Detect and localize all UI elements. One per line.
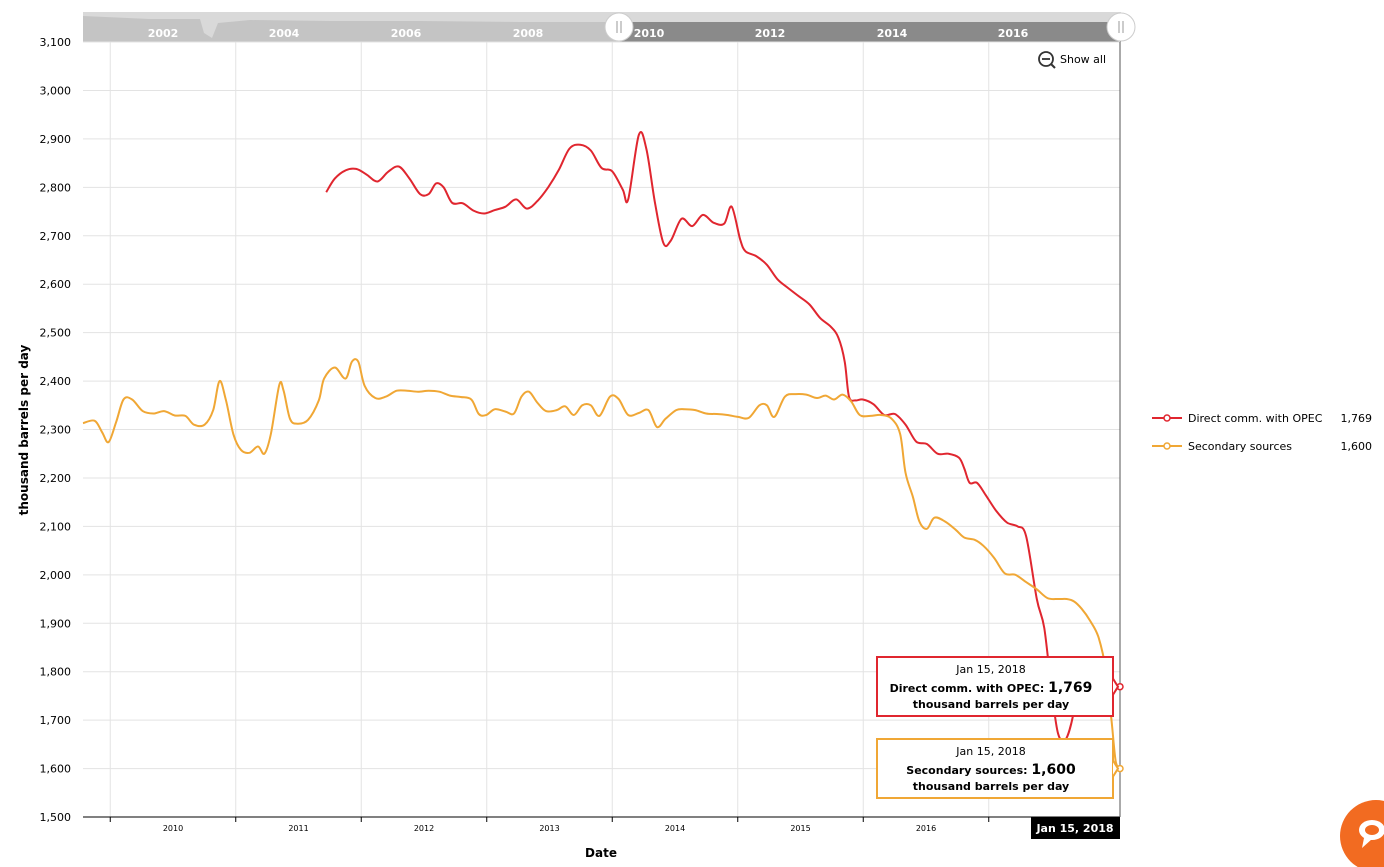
x-tick-label: 2011 [288,824,308,833]
y-tick-label: 2,400 [40,375,72,388]
navigator-left-handle[interactable] [604,12,634,42]
y-tick-label: 1,900 [40,617,72,630]
navigator-selected-range[interactable] [620,22,1121,42]
chat-widget-button[interactable] [1340,800,1384,867]
x-tick-label: 2015 [790,824,810,833]
navigator-year-label: 2010 [634,27,665,40]
navigator-year-label: 2004 [269,27,300,40]
x-axis-title: Date [585,846,617,860]
cursor-date-label: Jan 15, 2018 [1031,817,1120,839]
tooltips: Jan 15, 2018 Direct comm. with OPEC: 1,76… [876,656,1120,799]
legend-entry-name[interactable]: Secondary sources [1188,440,1292,453]
tooltip-date: Jan 15, 2018 [955,745,1025,758]
range-navigator[interactable]: 2002 2004 2006 2008 2010 2012 2014 2016 [83,12,1136,42]
y-axis-ticks: 1,500 1,600 1,700 1,800 1,900 2,000 2,100 2,200… [40,36,72,824]
y-tick-label: 2,800 [40,181,72,194]
x-tick-label: 2013 [539,824,559,833]
y-tick-label: 1,500 [40,811,72,824]
y-tick-label: 2,100 [40,520,72,533]
legend-swatch-marker [1163,442,1171,450]
tooltip-series-value: Secondary sources: 1,600 [906,762,1076,778]
x-tick-label: 2016 [916,824,936,833]
tooltip-0: Jan 15, 2018 Direct comm. with OPEC: 1,76… [876,656,1120,717]
x-tick-label: 2010 [163,824,183,833]
y-tick-label: 2,500 [40,327,72,340]
tooltip-1: Jan 15, 2018 Secondary sources: 1,600 thou… [876,738,1120,799]
series-line-0 [325,130,1078,743]
y-tick-label: 1,800 [40,666,72,679]
legend-entry-value: 1,769 [1341,412,1373,425]
legend: Direct comm. with OPEC 1,769 Secondary sou… [1152,412,1372,453]
chat-bubbles-icon [1359,820,1384,848]
y-tick-label: 2,700 [40,230,72,243]
series-line-1 [82,358,1121,770]
navigator-right-handle[interactable] [1106,12,1136,42]
y-tick-label: 1,600 [40,763,72,776]
legend-entry-name[interactable]: Direct comm. with OPEC [1188,412,1323,425]
tooltip-unit: thousand barrels per day [913,780,1069,793]
y-tick-label: 2,600 [40,278,72,291]
svg-text:Jan 15, 2018: Jan 15, 2018 [1035,822,1113,835]
y-tick-label: 2,000 [40,569,72,582]
tooltip-series-value: Direct comm. with OPEC: 1,769 [890,680,1093,696]
navigator-year-label: 2014 [877,27,908,40]
show-all-button[interactable]: Show all [1038,51,1106,69]
navigator-year-label: 2008 [513,27,544,40]
navigator-year-label: 2002 [148,27,179,40]
y-tick-label: 1,700 [40,714,72,727]
y-tick-label: 3,100 [40,36,72,49]
navigator-full-series [83,16,620,42]
tooltip-date: Jan 15, 2018 [955,663,1025,676]
y-tick-label: 2,300 [40,424,72,437]
y-tick-label: 3,000 [40,84,72,97]
y-axis-title: thousand barrels per day [17,344,31,515]
tooltip-unit: thousand barrels per day [913,698,1069,711]
navigator-year-label: 2016 [998,27,1029,40]
navigator-year-label: 2006 [391,27,422,40]
x-tick-label: 2012 [414,824,434,833]
zoom-out-icon [1038,51,1054,67]
y-tick-label: 2,200 [40,472,72,485]
x-axis-ticks: 2010 2011 2012 2013 2014 2015 2016 [109,817,990,833]
legend-swatch-marker [1163,414,1171,422]
navigator-year-label: 2012 [755,27,786,40]
y-tick-label: 2,900 [40,133,72,146]
show-all-label: Show all [1060,53,1106,66]
x-tick-label: 2014 [665,824,685,833]
legend-entry-value: 1,600 [1341,440,1373,453]
